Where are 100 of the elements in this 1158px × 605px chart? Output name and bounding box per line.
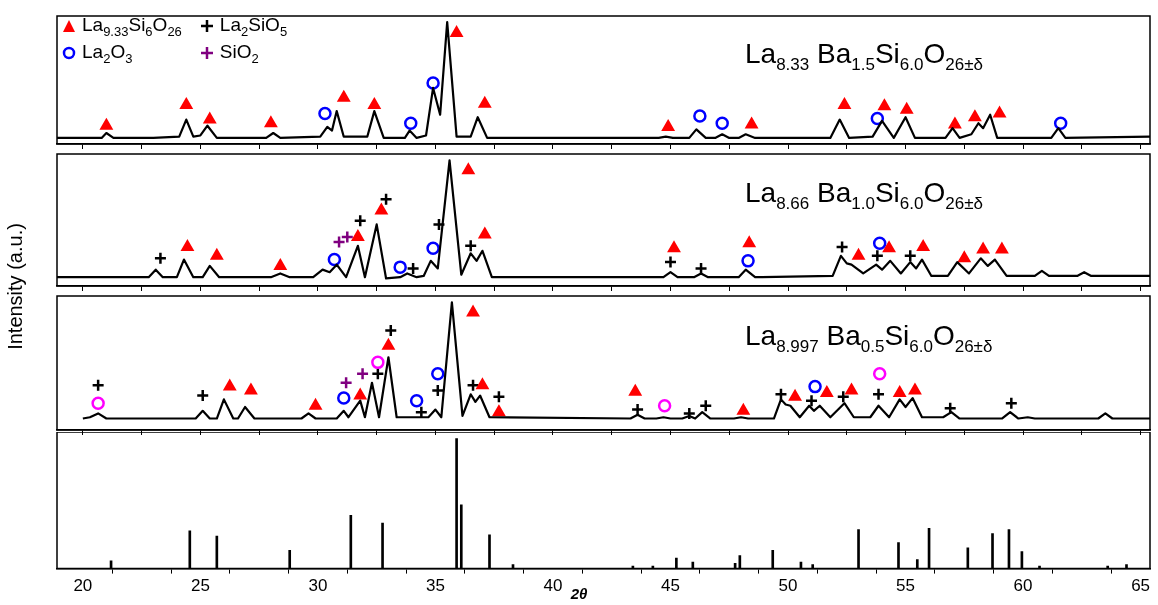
point bbox=[682, 406, 697, 421]
point bbox=[1053, 116, 1068, 131]
point bbox=[476, 378, 489, 390]
point bbox=[1004, 396, 1019, 410]
x-tick-label: 45 bbox=[661, 576, 680, 596]
point bbox=[870, 249, 885, 263]
point bbox=[715, 116, 729, 131]
x-tick-label: 65 bbox=[1131, 576, 1151, 596]
x-tick-label: 20 bbox=[73, 576, 93, 596]
point bbox=[741, 254, 755, 268]
point bbox=[993, 106, 1006, 118]
legend-label: SiO$_{2}$ bbox=[219, 40, 259, 66]
legend-label: La$_{9.33}$Si$_{6}$O$_{26}$ bbox=[82, 14, 182, 39]
point bbox=[91, 396, 105, 410]
point bbox=[492, 405, 505, 417]
point bbox=[995, 242, 1008, 254]
point bbox=[337, 90, 350, 102]
point bbox=[838, 98, 851, 109]
point bbox=[384, 323, 398, 338]
point bbox=[804, 393, 819, 408]
point bbox=[351, 230, 364, 241]
point bbox=[426, 241, 440, 256]
point bbox=[630, 402, 645, 417]
point bbox=[274, 259, 287, 270]
point bbox=[426, 76, 440, 90]
point bbox=[371, 355, 385, 370]
point bbox=[450, 26, 463, 38]
point bbox=[743, 236, 756, 248]
point bbox=[404, 116, 418, 131]
point bbox=[893, 386, 906, 397]
point bbox=[693, 109, 707, 123]
point bbox=[354, 388, 367, 400]
point bbox=[264, 116, 277, 128]
point bbox=[657, 399, 672, 413]
point bbox=[903, 249, 917, 263]
point bbox=[463, 239, 478, 253]
legend-label: La$_{2}$O$_{3}$ bbox=[82, 40, 133, 66]
point bbox=[467, 305, 480, 317]
point bbox=[478, 227, 491, 239]
point bbox=[337, 391, 351, 405]
point bbox=[414, 405, 429, 419]
point bbox=[371, 367, 385, 381]
point bbox=[872, 367, 887, 381]
point bbox=[745, 117, 758, 129]
point bbox=[917, 240, 930, 252]
point bbox=[375, 203, 388, 215]
point bbox=[908, 383, 921, 395]
x-tick-label: 30 bbox=[308, 576, 328, 596]
point bbox=[845, 383, 858, 395]
point bbox=[629, 384, 642, 396]
point bbox=[431, 367, 445, 381]
point bbox=[180, 98, 193, 109]
point bbox=[368, 98, 381, 109]
point bbox=[406, 261, 420, 276]
point bbox=[836, 390, 851, 404]
point bbox=[327, 252, 342, 267]
point bbox=[353, 213, 367, 228]
point bbox=[883, 241, 896, 253]
point bbox=[409, 393, 424, 408]
point bbox=[244, 383, 257, 395]
x-tick-label: 35 bbox=[425, 576, 445, 596]
point bbox=[958, 251, 971, 263]
point bbox=[835, 240, 849, 254]
point bbox=[466, 378, 480, 393]
point bbox=[431, 383, 445, 398]
point bbox=[968, 110, 981, 122]
point bbox=[948, 117, 961, 129]
point bbox=[662, 120, 675, 131]
y-axis-title: Intensity (a.u.) bbox=[3, 222, 27, 352]
point bbox=[872, 236, 887, 251]
legend-label: La$_{2}$SiO$_{5}$ bbox=[219, 14, 288, 39]
x-tick-label: 55 bbox=[896, 576, 916, 596]
point bbox=[355, 367, 370, 381]
x-tick-label: 50 bbox=[778, 576, 798, 596]
point bbox=[808, 379, 822, 394]
point bbox=[153, 251, 168, 266]
point bbox=[332, 235, 346, 249]
point bbox=[668, 241, 681, 253]
point bbox=[100, 118, 113, 130]
point bbox=[699, 399, 713, 413]
x-axis-title: 2θ bbox=[570, 585, 588, 602]
point bbox=[663, 255, 678, 269]
x-tick-label: 40 bbox=[543, 576, 563, 596]
text: La$_{8.33}$ Ba$_{1.5}$Si$_{6.0}$O$_{26±δ}$ bbox=[745, 38, 983, 75]
point bbox=[223, 379, 236, 391]
x-tick-label: 25 bbox=[190, 576, 210, 596]
point bbox=[318, 106, 332, 121]
text: La$_{8.66}$ Ba$_{1.0}$Si$_{6.0}$O$_{26±δ}$ bbox=[745, 177, 983, 214]
x-tick-label: 60 bbox=[1013, 576, 1033, 596]
point bbox=[91, 378, 105, 393]
point bbox=[878, 99, 891, 111]
point bbox=[339, 376, 353, 390]
point bbox=[195, 388, 210, 403]
point bbox=[492, 390, 506, 404]
point bbox=[462, 163, 475, 175]
point bbox=[340, 230, 355, 244]
text: La$_{8.997}$ Ba$_{0.5}$Si$_{6.0}$O$_{26±δ}$ bbox=[745, 320, 993, 357]
point bbox=[977, 242, 990, 254]
point bbox=[393, 260, 407, 274]
point bbox=[203, 112, 216, 124]
